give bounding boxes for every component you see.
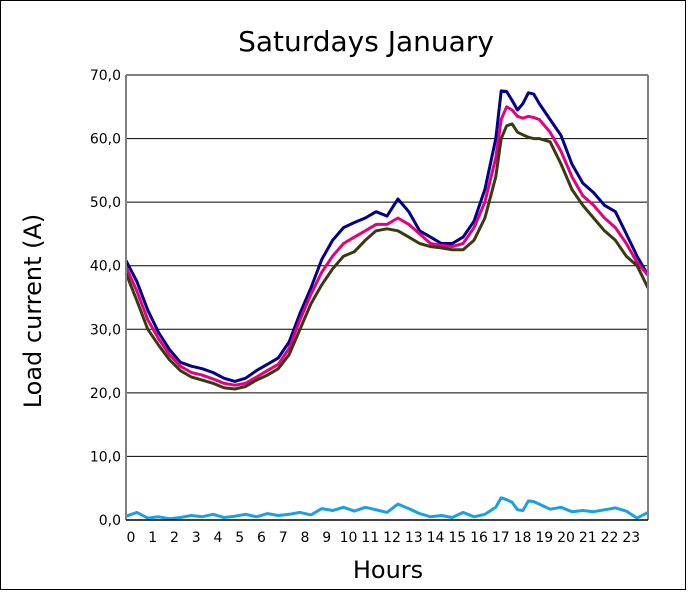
x-tick-label: 5: [235, 530, 244, 546]
x-tick-label: 17: [492, 530, 510, 546]
series-line-3: [124, 122, 650, 391]
x-tick-label: 3: [192, 530, 201, 546]
y-tick-label: 40,0: [90, 259, 121, 275]
x-tick-label: 18: [514, 530, 532, 546]
x-tick-label: 13: [405, 530, 423, 546]
series-lines: [124, 89, 650, 521]
x-tick-label: 10: [340, 530, 358, 546]
x-tick-label: 8: [301, 530, 310, 546]
y-tick-label: 30,0: [90, 322, 121, 338]
x-tick-label: 16: [470, 530, 488, 546]
series-line-1: [124, 89, 650, 383]
x-tick-label: 23: [622, 530, 640, 546]
y-tick-label: 10,0: [90, 449, 121, 465]
y-axis-ticks: 0,0 10,0 20,0 30,0 40,0 50,0 60,0 70,0: [90, 68, 121, 529]
y-tick-label: 0,0: [99, 513, 121, 529]
x-tick-label: 2: [170, 530, 179, 546]
x-tick-label: 19: [535, 530, 553, 546]
x-tick-label: 15: [448, 530, 466, 546]
x-tick-label: 12: [383, 530, 401, 546]
y-tick-label: 50,0: [90, 195, 121, 211]
x-tick-label: 1: [148, 530, 157, 546]
x-axis-ticks: 0 1 2 3 4 5 6 7 8 9 10 11 12 13 14 15 16 17 18 19 20 21 22 23: [127, 530, 641, 546]
x-tick-label: 7: [279, 530, 288, 546]
x-tick-label: 9: [322, 530, 331, 546]
y-axis-title: Load current (A): [19, 214, 47, 409]
series-line-4: [125, 496, 649, 521]
x-tick-label: 0: [127, 530, 136, 546]
x-tick-label: 22: [601, 530, 619, 546]
x-tick-label: 4: [214, 530, 223, 546]
x-tick-label: 14: [427, 530, 445, 546]
x-tick-label: 21: [579, 530, 597, 546]
plot-border: [125, 75, 649, 521]
y-tick-label: 70,0: [90, 68, 121, 84]
x-tick-label: 6: [257, 530, 266, 546]
chart-title: Saturdays January: [238, 25, 494, 58]
x-tick-label: 11: [361, 530, 379, 546]
x-axis-title: Hours: [353, 556, 423, 584]
y-tick-label: 20,0: [90, 386, 121, 402]
grid-lines: [126, 74, 648, 521]
x-tick-label: 20: [557, 530, 575, 546]
series-line-2: [124, 105, 650, 387]
y-tick-label: 60,0: [90, 132, 121, 148]
